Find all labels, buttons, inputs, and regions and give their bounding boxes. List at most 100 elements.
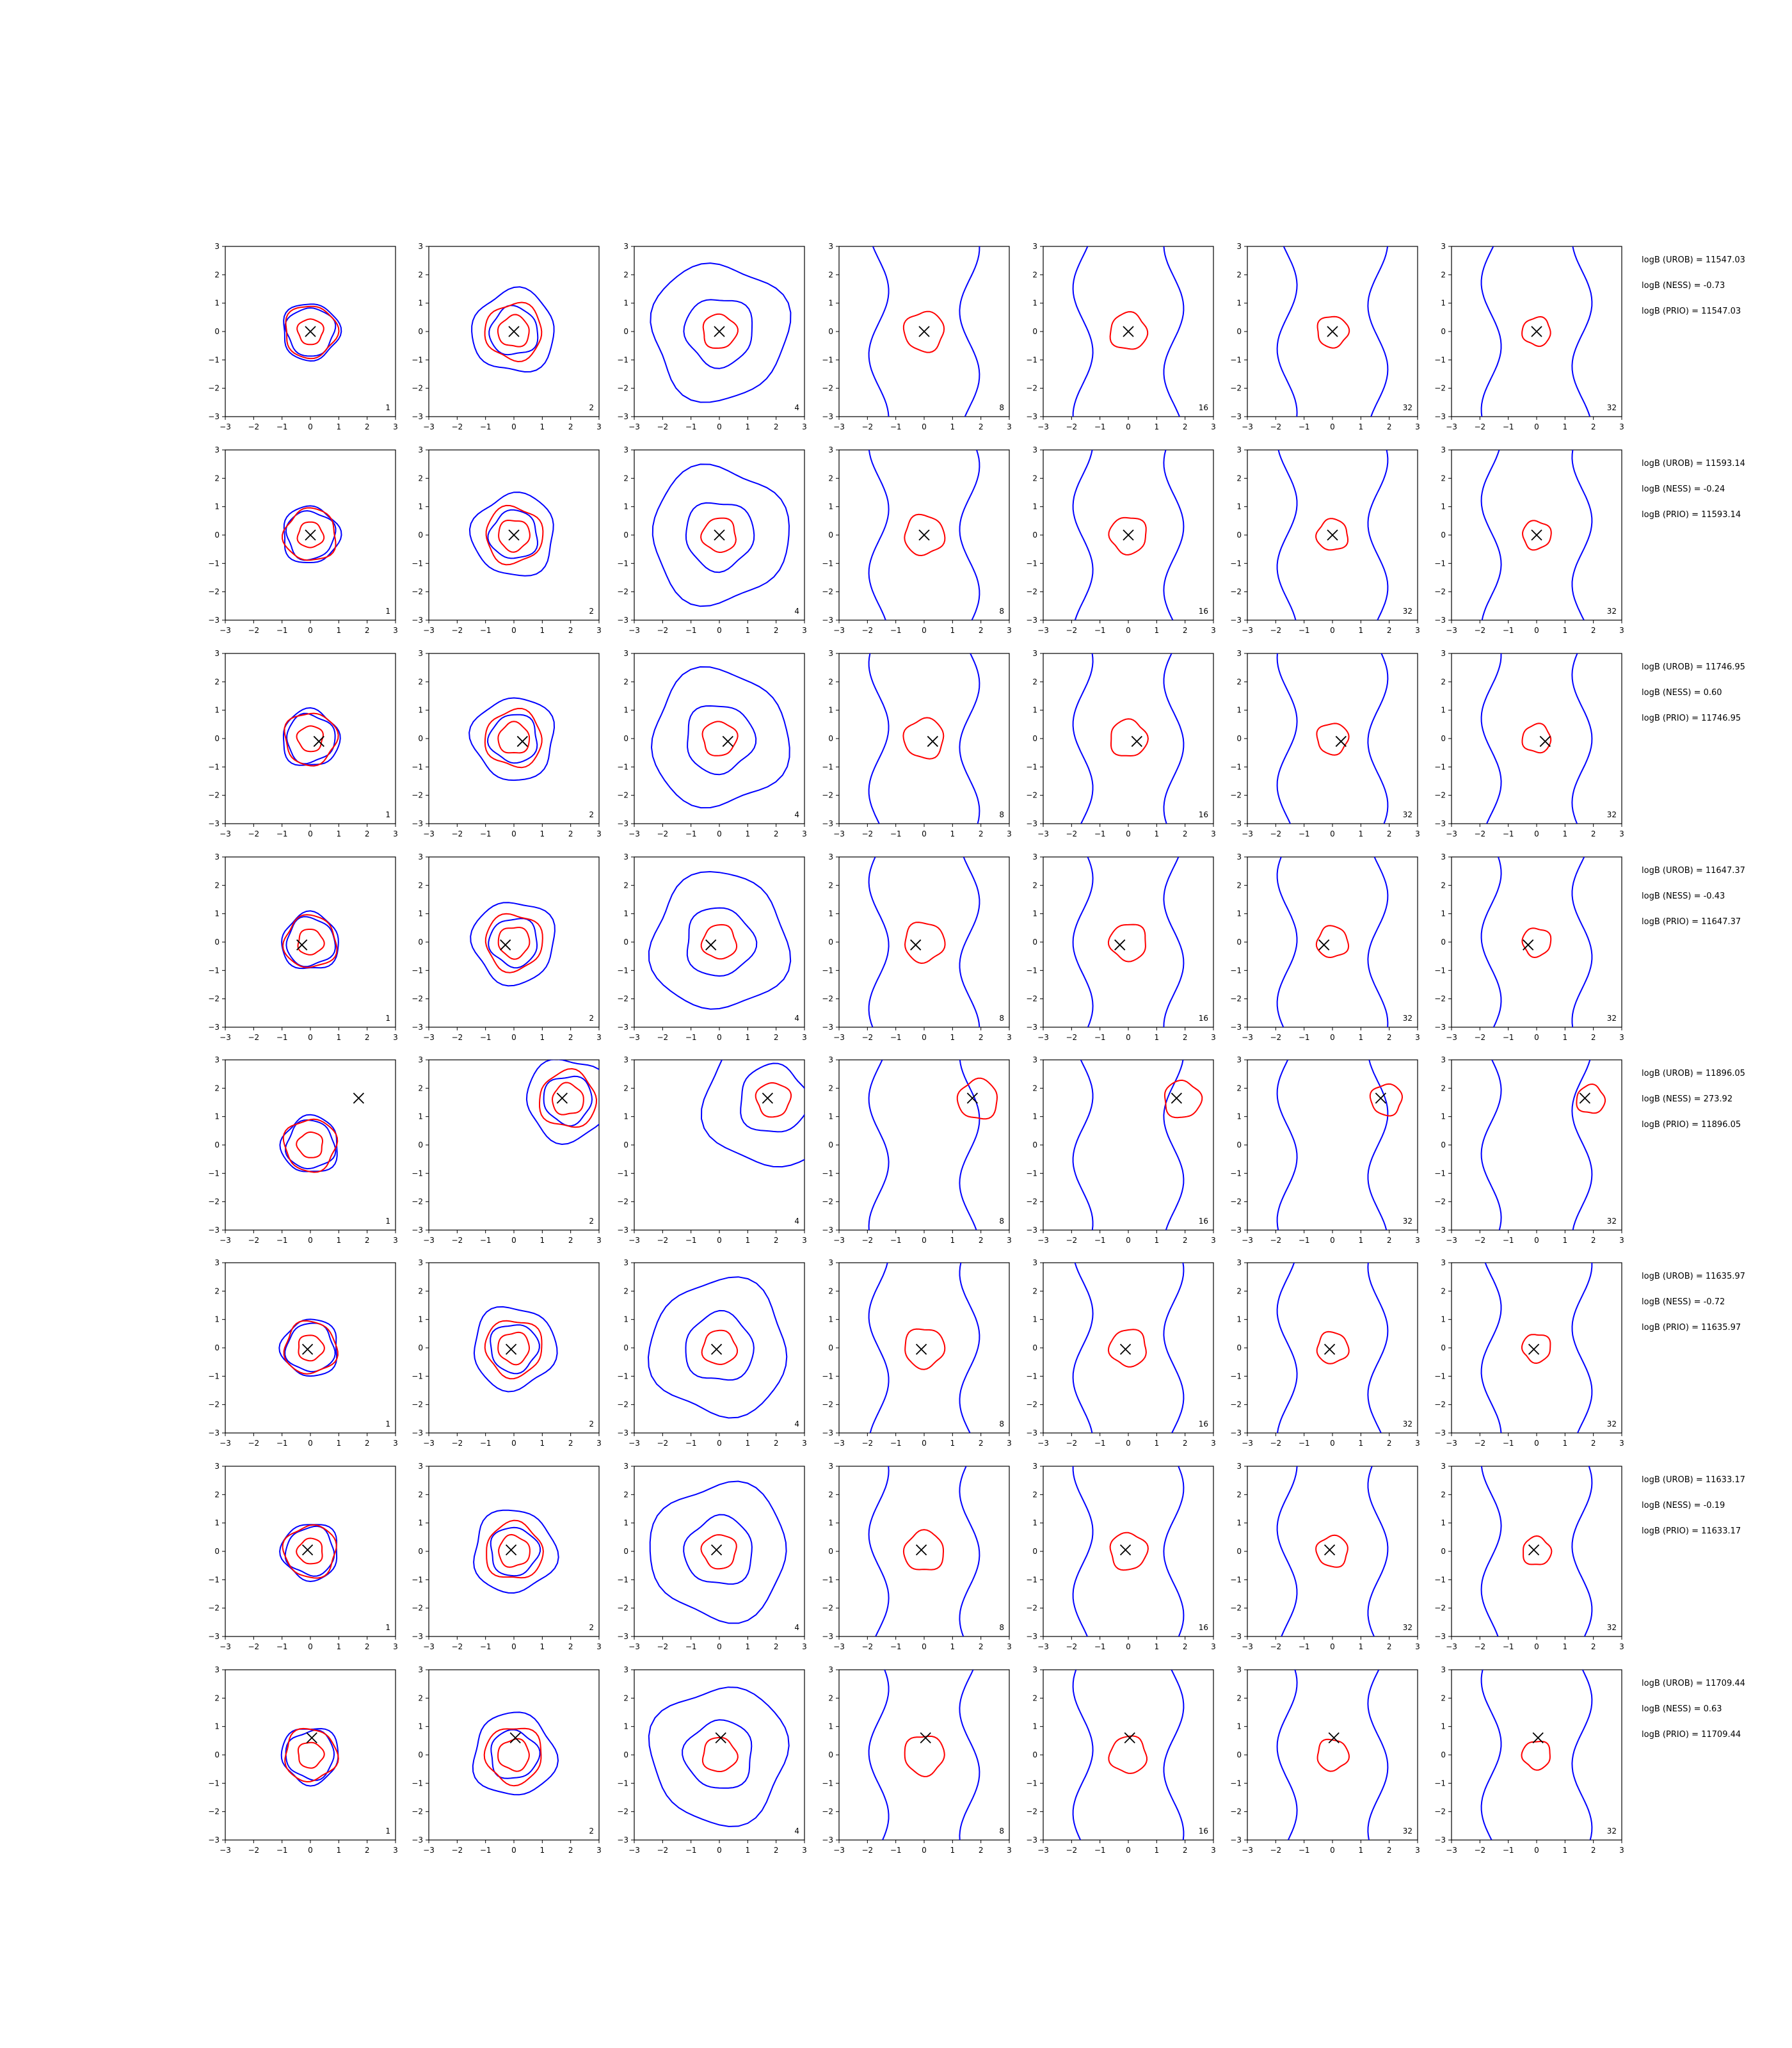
x-tick-label: −2 (451, 1846, 463, 1855)
y-tick-label: −3 (412, 819, 423, 828)
y-tick-label: 2 (1032, 1286, 1037, 1295)
x-tick-label: 0 (308, 422, 313, 431)
y-tick-label: 3 (1441, 1665, 1446, 1674)
x-tick-label: 3 (393, 626, 398, 635)
y-tick-label: 3 (1236, 1258, 1242, 1267)
y-tick-label: −3 (1230, 412, 1242, 421)
x-tick-label: −3 (628, 1033, 640, 1042)
x-tick-label: 1 (540, 422, 545, 431)
outer-contour (1367, 1670, 1389, 1840)
outer-contour (1276, 1466, 1298, 1636)
marker-cross (313, 735, 324, 748)
y-tick-label: 1 (214, 1519, 220, 1528)
x-tick-label: −3 (1446, 1439, 1457, 1448)
panel-label: 1 (385, 403, 390, 412)
x-tick-label: −2 (657, 626, 668, 635)
y-tick-label: 2 (1236, 1084, 1242, 1092)
panel-label: 1 (385, 1827, 390, 1836)
panel-label: 32 (1403, 1217, 1412, 1226)
x-tick-label: 3 (1007, 1033, 1012, 1042)
y-tick-label: −2 (822, 791, 833, 800)
x-tick-label: 0 (1330, 829, 1335, 838)
y-tick-label: −1 (1026, 1372, 1037, 1380)
y-tick-label: −2 (1026, 1197, 1037, 1206)
x-tick-label: 3 (1007, 1846, 1012, 1855)
outer-contour (650, 262, 792, 403)
axes-frame (1451, 1466, 1622, 1637)
marker-cross (1375, 1092, 1387, 1104)
y-tick-label: 1 (418, 909, 423, 918)
y-tick-label: 2 (418, 1084, 423, 1092)
y-tick-label: 0 (623, 1140, 628, 1149)
x-tick-label: 1 (540, 1642, 545, 1651)
y-tick-label: 3 (623, 445, 628, 454)
outer-contour (1480, 1670, 1502, 1840)
subplot-r3-c5: −3−3 −2 −2 −1 −1 0 0 1 1 2 2 3 3 16 (1026, 649, 1216, 838)
y-tick-label: −1 (208, 1779, 220, 1788)
x-tick-label: 3 (393, 1236, 398, 1245)
logb-annotation: logB (PRIO) = 11896.05 (1642, 1120, 1741, 1130)
x-tick-label: −2 (861, 1236, 873, 1245)
x-tick-label: −3 (628, 1236, 640, 1245)
x-tick-label: 3 (596, 1439, 602, 1448)
x-tick-label: 2 (979, 1033, 984, 1042)
x-tick-label: 2 (365, 422, 370, 431)
panel-label: 2 (589, 1420, 594, 1428)
y-tick-label: −3 (617, 1632, 628, 1641)
x-tick-label: 1 (1359, 829, 1364, 838)
inner-contour (282, 1118, 339, 1173)
y-tick-label: 1 (1032, 299, 1037, 308)
y-tick-label: 0 (418, 734, 423, 743)
logb-annotation: logB (PRIO) = 11746.95 (1642, 714, 1741, 723)
x-tick-label: 0 (1534, 1033, 1539, 1042)
inner-contour (284, 712, 339, 767)
x-tick-label: 2 (979, 422, 984, 431)
inner-contour (701, 1329, 739, 1365)
x-tick-label: 3 (1415, 829, 1420, 838)
y-tick-label: 1 (1236, 706, 1242, 715)
x-tick-label: −1 (1094, 422, 1106, 431)
subplot-r2-c1: −3−3 −2 −2 −1 −1 0 0 1 1 2 2 3 3 1 (208, 445, 398, 635)
y-tick-label: 2 (418, 677, 423, 686)
panel-label: 32 (1403, 1623, 1412, 1632)
y-tick-label: 2 (418, 1693, 423, 1702)
x-tick-label: 3 (393, 1642, 398, 1651)
x-tick-label: 2 (1591, 829, 1596, 838)
x-tick-label: −3 (1446, 626, 1457, 635)
y-tick-label: −2 (1026, 384, 1037, 393)
panel-label: 16 (1199, 607, 1208, 616)
logb-annotation: logB (UROB) = 11633.17 (1642, 1475, 1745, 1485)
x-tick-label: 0 (511, 1846, 516, 1855)
x-tick-label: 3 (1415, 1846, 1420, 1855)
outer-contour (486, 714, 538, 764)
x-tick-label: 1 (1155, 1439, 1160, 1448)
y-tick-label: 1 (828, 502, 833, 511)
logb-annotation: logB (NESS) = -0.43 (1642, 892, 1725, 901)
outer-contour (868, 1060, 890, 1230)
x-tick-label: 1 (1563, 1846, 1568, 1855)
x-tick-label: −3 (1037, 422, 1049, 431)
marker-cross (1123, 529, 1134, 541)
y-tick-label: −2 (617, 1807, 628, 1816)
outer-contour (959, 246, 980, 417)
y-tick-label: 2 (1032, 1693, 1037, 1702)
y-tick-label: −3 (208, 616, 220, 625)
subplot-r7-c6: −3−3 −2 −2 −1 −1 0 0 1 1 2 2 3 3 32 (1230, 1462, 1420, 1651)
y-tick-label: −1 (208, 355, 220, 364)
y-tick-label: −3 (1026, 616, 1037, 625)
y-tick-label: 2 (1032, 677, 1037, 686)
x-tick-label: 2 (979, 1846, 984, 1855)
y-tick-label: −2 (1434, 384, 1446, 393)
subplot-r5-c1: −3−3 −2 −2 −1 −1 0 0 1 1 2 2 3 3 1 (208, 1055, 398, 1245)
marker-cross (353, 1092, 365, 1104)
outer-contour (868, 1263, 890, 1433)
marker-cross (1123, 326, 1134, 337)
y-tick-label: 0 (214, 938, 220, 947)
x-tick-label: −1 (276, 1846, 288, 1855)
outer-contour (490, 1526, 541, 1577)
y-tick-label: −3 (617, 1226, 628, 1235)
x-tick-label: 3 (1211, 626, 1216, 635)
outer-contour (1480, 1263, 1502, 1433)
subplot-r7-c1: −3−3 −2 −2 −1 −1 0 0 1 1 2 2 3 3 1 (208, 1462, 398, 1651)
x-tick-label: 2 (1387, 422, 1392, 431)
